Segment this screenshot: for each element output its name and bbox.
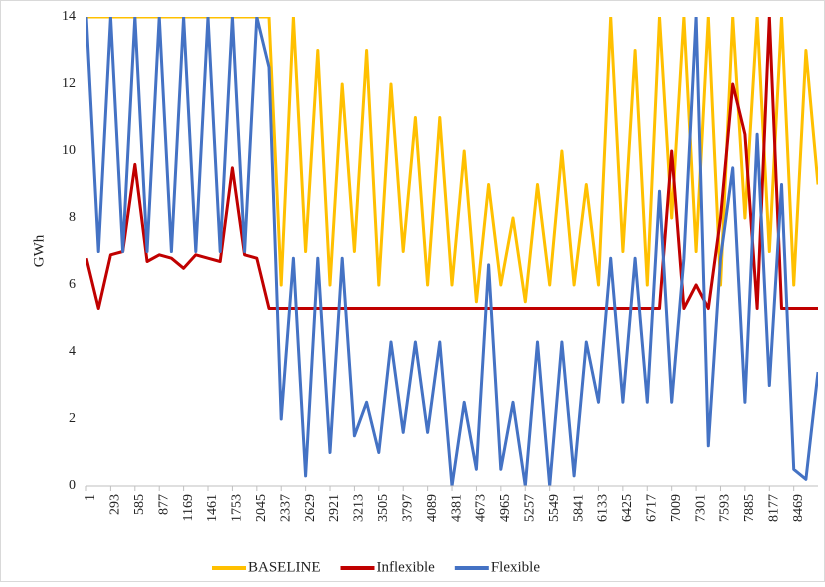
y-tick-label: 6	[69, 277, 76, 292]
y-axis-label: GWh	[31, 234, 47, 267]
x-tick-label: 1169	[181, 494, 196, 521]
x-tick-label: 5549	[547, 494, 562, 522]
x-tick-label: 2337	[278, 494, 293, 522]
plot-area	[86, 17, 818, 486]
y-tick-label: 14	[62, 9, 76, 24]
y-tick-label: 2	[69, 411, 76, 426]
x-tick-label: 2629	[303, 494, 318, 522]
x-tick-label: 6717	[644, 494, 659, 522]
series-line	[86, 17, 818, 304]
x-tick-label: 3213	[352, 494, 367, 522]
x-tick-label: 877	[156, 494, 171, 515]
x-tick-label: 293	[108, 494, 123, 515]
axes: 0 2 4 6 8 10 12 14 1 293 585 877 1169 1461 1753 2045 233…	[62, 9, 818, 575]
y-tick-label: 12	[62, 76, 76, 91]
x-tick-label: 3797	[400, 494, 415, 522]
x-tick-label: 1753	[230, 494, 245, 522]
x-tick-label: 4381	[449, 494, 464, 522]
x-tick-label: 7009	[669, 494, 684, 522]
x-tick-label: 4089	[425, 494, 440, 522]
y-tick-label: 10	[62, 143, 76, 158]
y-tick-label: 8	[69, 210, 76, 225]
y-tick-label: 0	[69, 478, 76, 493]
x-tick-label: 8469	[791, 494, 806, 522]
legend-label: Inflexible	[377, 559, 436, 575]
x-tick-label: 5841	[571, 494, 586, 522]
series-line	[86, 17, 818, 310]
x-tick-label: 1	[83, 494, 98, 501]
x-tick-label: 1461	[205, 494, 220, 522]
legend-label: BASELINE	[248, 559, 321, 575]
x-tick-label: 4673	[474, 494, 489, 522]
x-tick-label: 6425	[620, 494, 635, 522]
x-tick-label: 2921	[327, 494, 342, 522]
x-tick-label: 585	[132, 494, 147, 515]
x-tick-label: 7593	[718, 494, 733, 522]
x-tick-label: 3505	[376, 494, 391, 522]
x-tick-label: 8177	[766, 494, 781, 522]
x-tick-label: 6133	[596, 494, 611, 522]
x-tick-label: 7885	[742, 494, 757, 522]
x-tick-label: 5257	[522, 494, 537, 522]
x-tick-label: 2045	[254, 494, 269, 522]
legend-label: Flexible	[491, 559, 541, 575]
x-tick-label: 7301	[693, 494, 708, 522]
y-tick-label: 4	[69, 344, 76, 359]
x-tick-label: 4965	[498, 494, 513, 522]
